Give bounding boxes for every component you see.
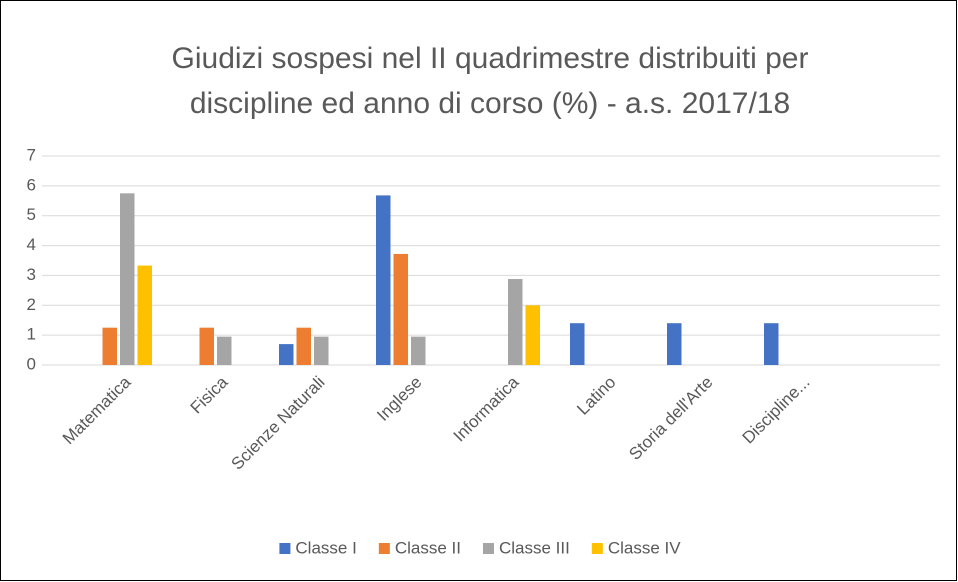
y-tick-label: 5 <box>27 205 36 224</box>
bar <box>137 265 152 365</box>
bar <box>508 279 523 365</box>
legend-label: Classe I <box>295 538 356 557</box>
y-tick-label: 1 <box>27 325 36 344</box>
legend-swatch <box>482 543 494 554</box>
y-tick-label: 3 <box>27 265 36 284</box>
bar <box>525 305 540 365</box>
legend-swatch <box>591 543 603 554</box>
y-tick-label: 2 <box>27 295 36 314</box>
legend-label: Classe IV <box>608 538 681 557</box>
bar <box>217 336 232 365</box>
y-tick-label: 0 <box>27 354 36 373</box>
bar <box>411 336 426 365</box>
legend-swatch <box>378 543 390 554</box>
bar <box>296 327 311 365</box>
bar <box>102 327 117 365</box>
chart-title: Giudizi sospesi nel II quadrimestre dist… <box>172 42 809 75</box>
bar <box>376 195 391 365</box>
bar <box>279 344 294 365</box>
bar <box>570 323 585 365</box>
bar <box>764 323 779 365</box>
bar <box>199 327 214 365</box>
bar <box>393 253 408 365</box>
y-tick-label: 4 <box>27 235 36 254</box>
legend-swatch <box>279 543 291 554</box>
legend-label: Classe III <box>499 538 570 557</box>
y-tick-label: 6 <box>27 175 36 194</box>
y-tick-label: 7 <box>27 145 36 164</box>
bar <box>667 323 682 365</box>
chart-title: discipline ed anno di corso (%) - a.s. 2… <box>190 87 790 120</box>
bar <box>314 336 329 365</box>
legend-label: Classe II <box>395 538 461 557</box>
bar <box>120 193 135 365</box>
